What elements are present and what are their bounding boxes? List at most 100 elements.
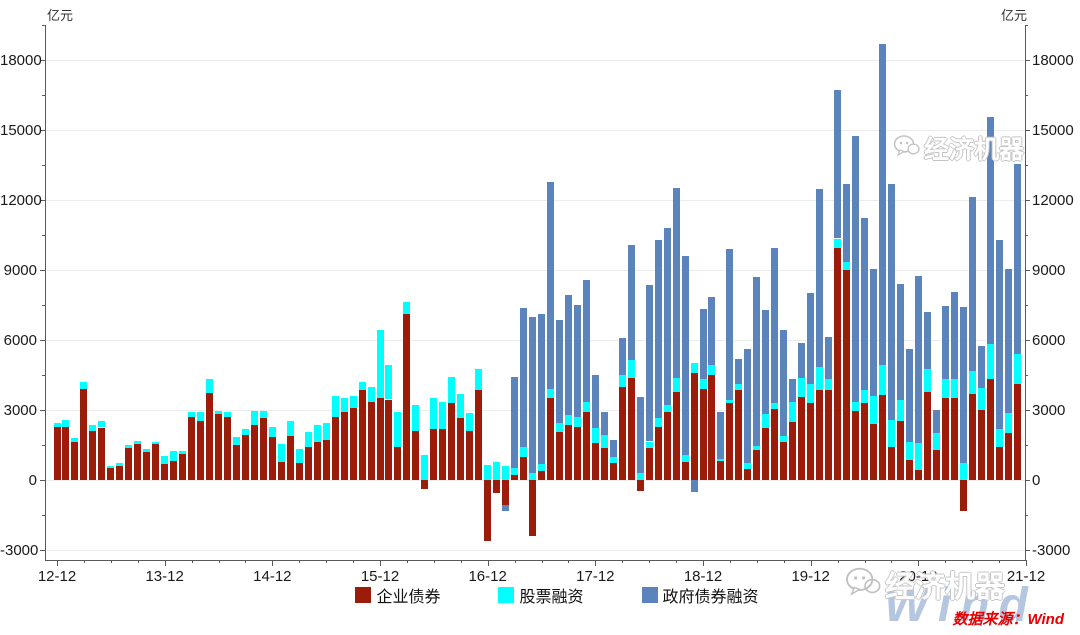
bar-segment (295, 449, 303, 463)
y-minor-tick-right (1025, 25, 1028, 26)
bar-segment (663, 228, 671, 405)
legend-item: 企业债券 (355, 583, 440, 607)
bar-segment (340, 412, 348, 480)
bar-segment (869, 396, 877, 425)
bar-segment (232, 436, 240, 445)
y-minor-tick-left (42, 95, 45, 96)
bar-segment (89, 431, 97, 480)
bar-segment (286, 420, 294, 436)
x-minor-tick (406, 560, 408, 563)
x-axis-label: 17-12 (576, 568, 615, 585)
bar-segment (645, 284, 653, 442)
bar-segment (627, 244, 635, 360)
bar-segment (609, 463, 617, 480)
bar-segment (950, 291, 958, 380)
bar-segment (206, 379, 214, 394)
bar-segment (780, 442, 788, 480)
bar-segment (295, 462, 303, 480)
bar-segment (896, 421, 904, 480)
bar-segment (439, 428, 447, 480)
bar-segment (807, 384, 815, 403)
y-axis-label-left: 12000 (0, 192, 42, 209)
bar-segment (968, 393, 976, 480)
x-minor-tick (891, 560, 893, 563)
bar-segment (905, 348, 913, 442)
y-minor-tick-left (42, 445, 45, 446)
bar-segment (206, 393, 214, 480)
bar-segment (538, 470, 545, 480)
bar-segment (869, 268, 877, 397)
y-tick-left (40, 340, 45, 341)
bar-segment (654, 418, 662, 427)
bar-segment (717, 411, 725, 459)
bar-segment (986, 378, 994, 480)
bar-segment (161, 463, 169, 480)
bar-segment (591, 375, 599, 429)
bar-segment (179, 451, 187, 454)
bar-segment (726, 400, 734, 403)
bar-segment (609, 440, 617, 457)
y-axis-label-right: 12000 (1032, 192, 1074, 209)
bar-segment (304, 447, 312, 480)
bar-segment (448, 402, 456, 480)
x-major-tick (164, 560, 166, 566)
bar-segment (125, 447, 133, 480)
bar-segment (636, 473, 644, 480)
y-axis-label-right: 18000 (1032, 52, 1074, 69)
bar-segment (878, 365, 886, 396)
bar-segment (555, 423, 563, 432)
x-axis-label: 16-12 (468, 568, 507, 585)
bar-segment (878, 43, 886, 366)
bar-segment (654, 239, 662, 419)
bar-segment (923, 392, 931, 480)
bar-segment (591, 428, 599, 444)
x-minor-tick (837, 560, 839, 563)
x-minor-tick (137, 560, 139, 563)
bar-segment (825, 379, 833, 390)
x-axis-line (45, 560, 1026, 561)
bar-segment (834, 90, 842, 239)
x-axis-label: 20-12 (899, 568, 938, 585)
bar-segment (484, 480, 492, 542)
y-axis-label-left: -3000 (0, 542, 39, 559)
bar-segment (116, 462, 124, 466)
x-major-tick (272, 560, 274, 566)
y-axis-label-right: 6000 (1032, 332, 1066, 349)
x-major-tick (918, 560, 920, 566)
y-axis-label-right: 3000 (1032, 402, 1066, 419)
bar-segment (197, 412, 205, 422)
bar-segment (466, 413, 474, 432)
bar-segment (466, 431, 474, 480)
bar-segment (798, 378, 806, 397)
bar-segment (914, 443, 922, 470)
gridline (45, 60, 1025, 61)
bar-segment (807, 293, 815, 385)
bar-segment (780, 329, 788, 436)
bar-segment (98, 427, 106, 480)
bar-segment (932, 449, 940, 480)
bar-segment (241, 434, 249, 480)
bar-segment (582, 401, 590, 412)
bar-segment (932, 433, 940, 450)
x-minor-tick (433, 560, 435, 563)
bar-segment (708, 375, 716, 480)
y-minor-tick-right (1025, 375, 1028, 376)
x-minor-tick (864, 560, 866, 563)
bar-segment (511, 376, 519, 469)
bar-segment (896, 399, 904, 422)
bar-segment (717, 458, 725, 462)
bar-segment (663, 411, 671, 480)
bar-segment (331, 417, 339, 480)
bar-segment (887, 420, 895, 447)
bar-segment (672, 188, 680, 379)
y-minor-tick-right (1025, 305, 1028, 306)
y-tick-right (1025, 200, 1030, 201)
bar-segment (968, 196, 976, 372)
bar-segment (412, 404, 420, 431)
y-tick-right (1025, 480, 1030, 481)
bar-segment (268, 427, 276, 437)
y-minor-tick-right (1025, 445, 1028, 446)
x-major-tick (810, 560, 812, 566)
x-major-tick (380, 560, 381, 566)
bar-segment (529, 473, 537, 480)
